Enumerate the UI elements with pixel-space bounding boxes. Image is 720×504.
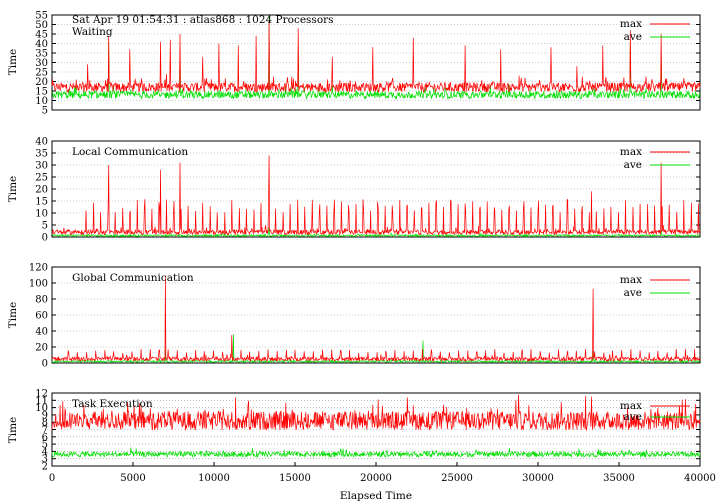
legend-label-ave: ave: [624, 31, 642, 43]
legend: max ave: [620, 146, 690, 171]
y-tick-label: 30: [35, 161, 48, 172]
y-tick-label: 80: [35, 295, 48, 306]
y-tick-label: 7: [42, 425, 48, 436]
legend-label-ave: ave: [624, 159, 642, 171]
y-tick-label: 45: [35, 30, 48, 41]
y-tick-label: 5: [42, 221, 48, 232]
y-tick-label: 20: [35, 185, 48, 196]
y-tick-label: 40: [35, 327, 48, 338]
series-group: [51, 394, 701, 459]
series-group: [51, 276, 701, 364]
y-tick-label: 6: [42, 432, 48, 443]
chart-subtitle: Waiting: [72, 26, 113, 38]
y-tick-label: 15: [35, 87, 48, 98]
legend-label-max: max: [620, 274, 642, 286]
y-tick-label: 100: [29, 279, 48, 290]
legend: max ave: [620, 18, 690, 43]
grid-lines: [52, 24, 700, 101]
x-tick-labels: 0 5000 10000 15000 20000 25000 30000 35000 40000: [49, 462, 716, 484]
y-tick-label: 0: [42, 359, 48, 370]
y-tick-label: 40: [35, 39, 48, 50]
y-tick-label: 25: [35, 68, 48, 79]
series-line-max: [51, 20, 701, 94]
y-tick-label: 2: [42, 462, 48, 473]
y-tick-label: 12: [35, 389, 48, 400]
series-group: [51, 16, 701, 100]
y-tick-label: 10: [35, 96, 48, 107]
y-tick-label: 10: [35, 209, 48, 220]
y-tick-label: 35: [35, 49, 48, 60]
y-tick-label: 11: [35, 396, 48, 407]
y-axis-label: Time: [7, 49, 19, 76]
legend-label-max: max: [620, 400, 642, 412]
x-tick-label: 25000: [441, 473, 473, 484]
legend-label-ave: ave: [624, 287, 642, 299]
legend: max ave: [620, 400, 690, 423]
y-tick-label: 8: [42, 418, 48, 429]
y-tick-label: 25: [35, 173, 48, 184]
y-tick-label: 15: [35, 197, 48, 208]
series-group: [51, 155, 701, 238]
chart-panel-global-communication: 0 20 40 60 80 100 120 Global Communication Tim…: [7, 263, 701, 370]
x-tick-label: 0: [49, 473, 55, 484]
y-tick-label: 3: [42, 454, 48, 465]
y-tick-label: 55: [35, 11, 48, 22]
series-line-ave: [51, 447, 701, 459]
series-line-max: [51, 394, 701, 432]
x-tick-label: 5000: [120, 473, 145, 484]
series-line-max: [51, 276, 701, 363]
x-tick-label: 15000: [279, 473, 311, 484]
y-tick-label: 5: [42, 106, 48, 117]
legend-label-max: max: [620, 146, 642, 158]
y-tick-label: 35: [35, 149, 48, 160]
y-tick-label: 4: [42, 447, 48, 458]
x-tick-label: 10000: [198, 473, 230, 484]
y-tick-label: 9: [42, 410, 48, 421]
legend-label-ave: ave: [624, 411, 642, 423]
y-tick-label: 20: [35, 77, 48, 88]
x-axis-label: Elapsed Time: [340, 490, 412, 502]
chart-title: Task Execution: [72, 398, 153, 410]
x-tick-label: 40000: [684, 473, 716, 484]
y-axis-label: Time: [7, 302, 19, 329]
y-axis-label: Time: [7, 417, 19, 444]
series-line-ave: [51, 334, 701, 364]
series-line-ave: [51, 16, 701, 100]
y-tick-label: 5: [42, 440, 48, 451]
y-tick-label: 30: [35, 58, 48, 69]
x-tick-label: 30000: [522, 473, 554, 484]
chart-title: Sat Apr 19 01:54:31 : atlas868 : 1024 Pr…: [72, 14, 334, 26]
y-tick-label: 10: [35, 403, 48, 414]
chart-title: Global Communication: [72, 272, 194, 284]
y-tick-labels: 0 20 40 60 80 100 120: [29, 263, 700, 370]
y-tick-label: 40: [35, 137, 48, 148]
series-line-max: [51, 155, 701, 236]
y-tick-label: 20: [35, 343, 48, 354]
chart-title: Local Communication: [72, 146, 188, 158]
y-tick-label: 0: [42, 233, 48, 244]
grid-lines: [52, 282, 700, 348]
y-tick-label: 60: [35, 311, 48, 322]
x-tick-label: 35000: [603, 473, 635, 484]
x-tick-label: 20000: [360, 473, 392, 484]
y-tick-label: 120: [29, 263, 48, 274]
legend: max ave: [620, 274, 690, 299]
series-line-ave: [51, 227, 701, 238]
y-axis-label: Time: [7, 176, 19, 203]
y-tick-label: 50: [35, 20, 48, 31]
legend-label-max: max: [620, 18, 642, 30]
